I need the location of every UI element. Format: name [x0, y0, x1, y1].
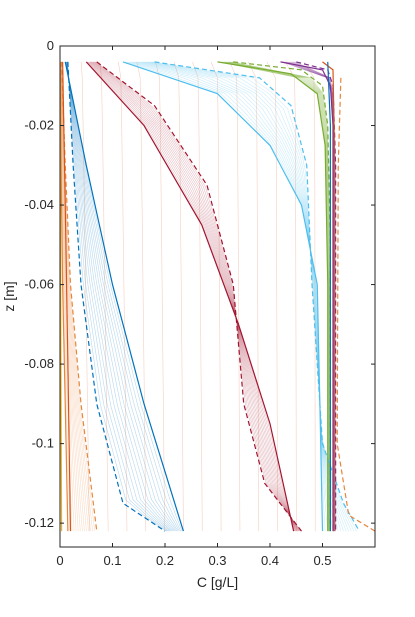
x-tick-label: 0.4: [261, 553, 279, 568]
profile-bundle-line: [90, 61, 298, 532]
profile-bundle-line: [60, 61, 85, 532]
profile-bundle-line: [60, 61, 77, 532]
profile-bundle-line: [80, 61, 90, 532]
y-tick-label: -0.12: [24, 515, 54, 530]
axes-layer: 0 0.1 0.2 0.3 0.4 0.5 0 -0.02 -0.04 -0.06 -0.08 -0.…: [24, 38, 376, 568]
profile-bundle-line: [149, 61, 355, 532]
profile-bundle-line: [66, 61, 174, 532]
profile-bundle-line: [143, 61, 347, 532]
profile-bundle-line: [303, 61, 316, 532]
series-line: [64, 61, 184, 532]
profile-bundle-line: [89, 61, 297, 532]
profile-bundle-line: [66, 61, 176, 532]
profile-bundle-line: [134, 61, 336, 532]
profile-bundle-line: [266, 61, 278, 532]
profile-bundle-line: [60, 61, 75, 532]
profile-bundle-line: [221, 61, 329, 532]
profile-bundle-line: [136, 61, 339, 532]
profile-bundle-line: [67, 61, 168, 532]
profile-bundle-line: [66, 61, 171, 532]
x-tick-label: 0.2: [156, 553, 174, 568]
profile-bundle-line: [60, 61, 89, 532]
y-tick-label: -0.08: [24, 356, 54, 371]
x-axis-label: C [g/L]: [197, 574, 238, 590]
series-line: [85, 61, 295, 532]
profile-bundle-line: [285, 61, 297, 532]
profile-bundle-line: [229, 61, 241, 532]
series-line: [154, 61, 360, 532]
profile-bundle-line: [226, 61, 330, 532]
profile-bundle-line: [247, 61, 260, 532]
profile-bundle-line: [65, 61, 183, 532]
profile-bundle-line: [155, 61, 165, 532]
profile-bundle-line: [225, 61, 330, 532]
y-tick-label: -0.1: [32, 436, 54, 451]
profile-bundle-line: [99, 61, 109, 532]
profile-bundle-line: [136, 61, 147, 532]
profile-bundle-line: [65, 61, 180, 532]
profile-bundle-line: [89, 61, 297, 532]
series-layer: [60, 61, 375, 532]
profile-bundle-line: [65, 61, 178, 532]
y-tick-label: 0: [47, 38, 54, 53]
series-line: [96, 61, 302, 532]
profile-bundle-line: [227, 61, 330, 532]
y-tick-label: -0.02: [24, 118, 54, 133]
y-tick-label: -0.04: [24, 197, 54, 212]
series-line: [233, 61, 331, 532]
profile-bundle-line: [92, 61, 299, 532]
profile-bundle-line: [95, 61, 301, 532]
series-line: [67, 61, 166, 532]
series-line: [280, 61, 334, 532]
profile-bundle-line: [210, 61, 222, 532]
x-tick-label: 0.1: [103, 553, 121, 568]
profile-bundle-line: [67, 61, 167, 532]
profile-bundle-line: [92, 61, 299, 532]
profile-bundle-line: [192, 61, 203, 532]
profile-bundle-line: [66, 61, 175, 532]
profile-bundle-line: [67, 61, 170, 532]
profile-bundle-line: [91, 61, 298, 532]
profile-bundle-line: [118, 61, 128, 532]
profile-bundle-line: [129, 61, 331, 532]
profile-bundle-line: [65, 61, 182, 532]
profile-bundle-line: [88, 61, 296, 532]
profile-bundle-line: [224, 61, 330, 532]
profile-bundle-line: [87, 61, 296, 532]
profile-bundle-line: [131, 61, 334, 532]
x-tick-label: 0.5: [313, 553, 331, 568]
profile-bundle-line: [173, 61, 184, 532]
y-axis-label: z [m]: [1, 281, 17, 311]
series-line: [62, 61, 72, 532]
series-line: [217, 61, 329, 532]
profile-bundle-line: [138, 61, 342, 532]
profile-bundle-line: [66, 61, 172, 532]
profile-bundle-line: [223, 61, 329, 532]
profile-bundle-line: [60, 61, 87, 532]
x-tick-label: 0.3: [208, 553, 226, 568]
series-line: [327, 61, 331, 532]
x-tick-label: 0: [56, 553, 63, 568]
profile-bundle-line: [93, 61, 300, 532]
profile-bundle-line: [140, 61, 344, 532]
y-tick-label: -0.06: [24, 277, 54, 292]
profile-bundle-line: [60, 61, 79, 532]
series-line: [336, 77, 375, 532]
profile-bundle-line: [94, 61, 301, 532]
profile-bundle-line: [147, 61, 352, 532]
profile-bundle-line: [65, 61, 179, 532]
profile-bundle-line: [145, 61, 350, 532]
profile-bundle-line: [127, 61, 329, 532]
profile-bundle-line: [228, 61, 330, 532]
